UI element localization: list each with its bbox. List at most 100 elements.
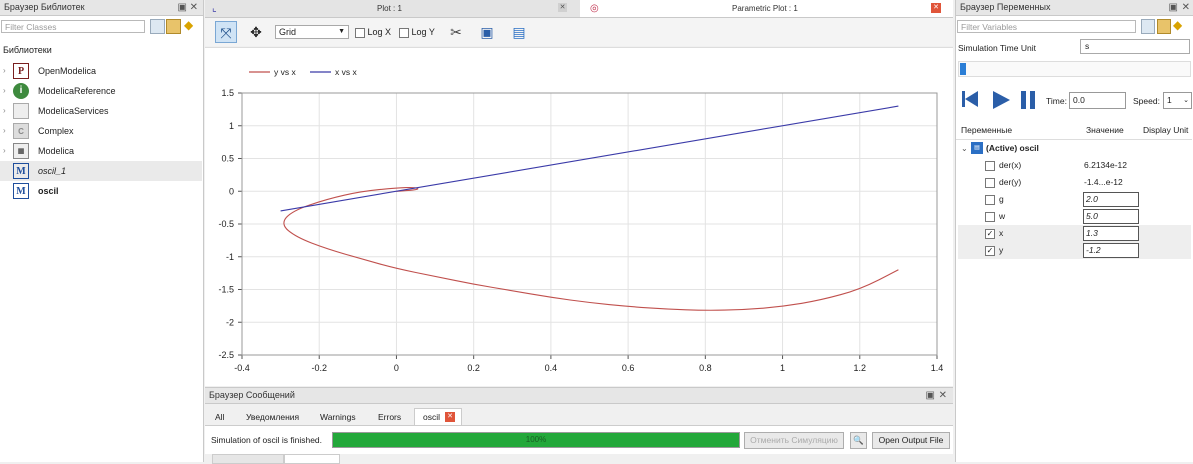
tab-close-icon[interactable]: ✕ [445, 412, 455, 422]
pause-icon[interactable] [1020, 91, 1038, 109]
variable-checkbox[interactable] [985, 161, 995, 171]
tree-item-label: ModelicaServices [38, 106, 109, 116]
variable-checkbox[interactable]: ✓ [985, 229, 995, 239]
plot-toolbar: ⤧ ✥ Grid ▼ Log X Log Y ✂ ▣ ▤ [205, 18, 953, 46]
plot-canvas[interactable]: -0.4 -0.2 0 0.2 0.4 0.6 0.8 1 1.2 1.4 1.5 1 0.5 0 -0.5… [205, 47, 953, 386]
time-unit-select[interactable]: s [1080, 39, 1190, 54]
expand-arrow-icon[interactable]: › [3, 86, 6, 95]
close-icon[interactable]: ✕ [1181, 2, 1190, 13]
variables-toolbar-icon-3[interactable]: ◆ [1173, 18, 1183, 32]
tab-warnings[interactable]: Warnings [320, 412, 356, 422]
library-toolbar-icon-1[interactable] [150, 19, 165, 34]
chevron-down-icon[interactable]: ⌄ [961, 144, 968, 153]
legend-label[interactable]: x vs x [335, 67, 357, 77]
tree-item-modelicaservices[interactable]: › ModelicaServices [0, 101, 202, 121]
series-line-y-vs-x[interactable] [283, 186, 899, 311]
y-tick-label: -2 [226, 317, 234, 327]
tab-close-icon[interactable]: ✕ [558, 3, 567, 12]
rewind-icon[interactable] [961, 89, 981, 109]
grid-select[interactable]: Grid ▼ [275, 25, 349, 39]
float-icon[interactable]: ▣ [177, 2, 187, 13]
variable-checkbox[interactable] [985, 195, 995, 205]
time-label: Time: [1046, 96, 1067, 106]
log-y-checkbox[interactable]: Log Y [399, 25, 435, 39]
close-icon[interactable]: ✕ [189, 2, 198, 13]
series-line-x-vs-x[interactable] [280, 105, 899, 212]
variable-name: g [999, 194, 1004, 204]
col-value[interactable]: Значение [1086, 125, 1124, 135]
tree-item-complex[interactable]: › C Complex [0, 121, 202, 141]
speed-select[interactable]: 1 ⌄ [1163, 92, 1192, 109]
log-x-checkbox[interactable]: Log X [355, 25, 391, 39]
tree-item-modelicareference[interactable]: › i ModelicaReference [0, 81, 202, 101]
package-p-icon: P [13, 63, 29, 79]
col-variables[interactable]: Переменные [961, 125, 1013, 135]
fit-in-view-icon[interactable]: ⤧ [215, 21, 237, 43]
tree-item-modelica[interactable]: › ▦ Modelica [0, 141, 202, 161]
variable-row[interactable]: w 5.0 [958, 208, 1191, 225]
variable-row[interactable]: der(y) -1.4...e-12 [958, 174, 1191, 191]
variable-value-input[interactable]: 5.0 [1083, 209, 1139, 224]
variables-toolbar-icon-2[interactable] [1157, 19, 1171, 34]
open-output-file-button[interactable]: Open Output File [872, 432, 950, 449]
checkbox-box[interactable] [399, 27, 409, 38]
time-slider[interactable] [958, 61, 1191, 77]
slider-handle[interactable] [960, 63, 966, 75]
tree-item-oscil[interactable]: M oscil [0, 181, 202, 201]
expand-arrow-icon[interactable]: › [3, 146, 6, 155]
close-icon[interactable]: ✕ [938, 390, 947, 401]
print-icon[interactable]: ▤ [512, 24, 526, 40]
expand-arrow-icon[interactable]: › [3, 126, 6, 135]
variable-row[interactable]: g 2.0 [958, 191, 1191, 208]
variables-toolbar-icon-1[interactable] [1141, 19, 1155, 34]
float-icon[interactable]: ▣ [1168, 2, 1178, 13]
time-unit-value: s [1085, 41, 1090, 51]
variable-value-input[interactable]: 1.3 [1083, 226, 1139, 241]
time-input[interactable]: 0.0 [1069, 92, 1126, 109]
play-icon[interactable] [993, 91, 1010, 109]
model-tree-row[interactable]: ⌄ ▤ (Active) oscil [958, 140, 1191, 157]
variable-checkbox[interactable]: ✓ [985, 246, 995, 256]
tab-plot-1[interactable]: ⌞ Plot : 1 ✕ [205, 0, 575, 17]
variable-row[interactable]: der(x) 6.2134e-12 [958, 157, 1191, 174]
library-toolbar-icon-2[interactable] [166, 19, 181, 34]
tree-item-oscil-1[interactable]: M oscil_1 [0, 161, 202, 181]
filter-classes-input[interactable]: Filter Classes [1, 20, 145, 33]
float-icon[interactable]: ▣ [925, 390, 935, 401]
tab-parametric-plot-1[interactable]: ◎ Parametric Plot : 1 ✕ [580, 0, 953, 17]
pan-icon[interactable]: ✥ [250, 24, 262, 40]
tree-item-openmodelica[interactable]: › P OpenModelica [0, 61, 202, 81]
variable-row[interactable]: ✓ y -1.2 [958, 242, 1191, 259]
save-icon[interactable]: ▣ [480, 24, 494, 40]
variable-value-input[interactable]: 2.0 [1083, 192, 1139, 207]
tab-oscil[interactable]: oscil ✕ [414, 408, 462, 426]
tab-close-icon[interactable]: ✕ [931, 3, 941, 13]
expand-arrow-icon[interactable]: › [3, 106, 6, 115]
y-tick-label: 0 [229, 186, 234, 196]
tree-item-label: OpenModelica [38, 66, 97, 76]
variable-row[interactable]: ✓ x 1.3 [958, 225, 1191, 242]
expand-arrow-icon[interactable]: › [3, 66, 6, 75]
parametric-chart[interactable]: -0.4 -0.2 0 0.2 0.4 0.6 0.8 1 1.2 1.4 1.5 1 0.5 0 -0.5… [205, 48, 953, 386]
cancel-simulation-button[interactable]: Отменить Симуляцию [744, 432, 844, 449]
variable-checkbox[interactable] [985, 212, 995, 222]
library-toolbar-icon-3[interactable]: ◆ [184, 18, 194, 32]
bottom-tab-1[interactable] [212, 454, 284, 464]
legend-label[interactable]: y vs x [274, 67, 296, 77]
bottom-tab-2[interactable] [284, 454, 340, 464]
tab-parametric-label: Parametric Plot : 1 [732, 4, 798, 13]
library-browser-panel: Браузер Библиотек ▣ ✕ Filter Classes ◆ Б… [0, 0, 204, 462]
col-display-unit[interactable]: Display Unit [1143, 125, 1189, 135]
tab-errors[interactable]: Errors [378, 412, 402, 422]
search-icon[interactable]: 🔍 [850, 432, 867, 449]
variables-browser-title-text: Браузер Переменных [960, 2, 1051, 12]
tab-notifications[interactable]: Уведомления [246, 412, 300, 422]
tab-all[interactable]: All [215, 412, 225, 422]
checkbox-box[interactable] [355, 27, 365, 38]
x-tick-label: 1 [780, 363, 785, 373]
settings-tools-icon[interactable]: ✂ [450, 24, 462, 40]
complex-c-icon: C [13, 123, 29, 139]
variable-value-input[interactable]: -1.2 [1083, 243, 1139, 258]
variable-checkbox[interactable] [985, 178, 995, 188]
filter-variables-input[interactable]: Filter Variables [957, 20, 1136, 33]
